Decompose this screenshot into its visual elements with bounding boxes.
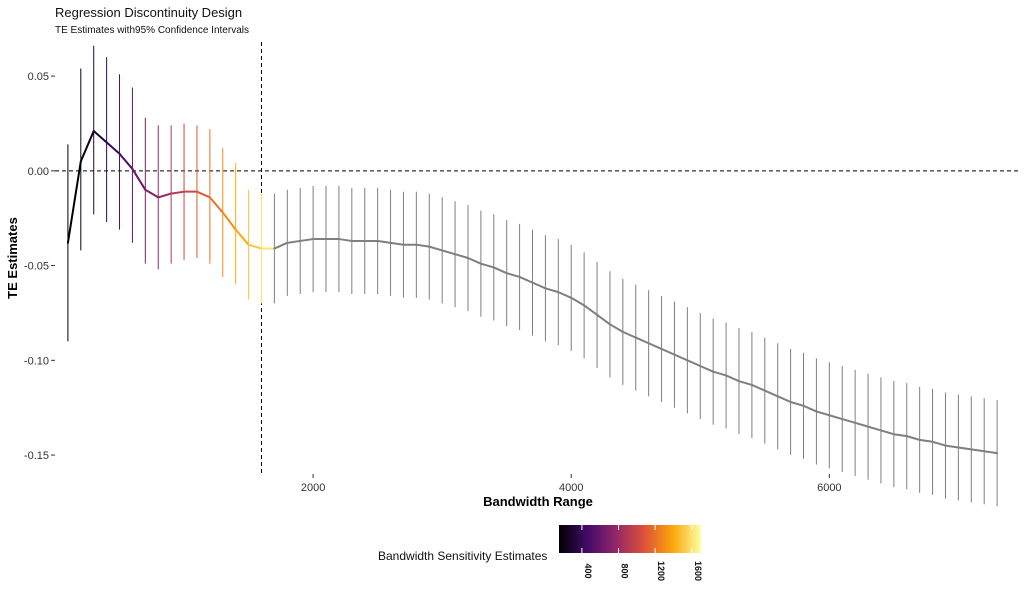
estimate-line-segment xyxy=(918,438,934,443)
estimate-line-segment xyxy=(828,414,844,421)
estimate-line-segment xyxy=(195,190,211,199)
estimate-line-segment xyxy=(286,239,302,244)
estimate-line-segment xyxy=(66,160,82,244)
estimate-line-segment xyxy=(905,435,921,441)
estimate-line-segment xyxy=(725,374,740,383)
chart-subtitle: TE Estimates with95% Confidence Interval… xyxy=(55,25,249,36)
estimate-line-segment xyxy=(221,211,237,231)
estimate-line-segment xyxy=(776,395,792,403)
estimate-line-segment xyxy=(92,130,108,144)
estimate-line-segment xyxy=(415,243,431,248)
estimate-line-segment xyxy=(544,287,560,294)
estimate-line-segment xyxy=(505,272,521,278)
estimate-line-segment xyxy=(79,130,95,163)
y-axis-label: TE Estimates xyxy=(5,217,20,299)
estimate-line-segment xyxy=(970,448,986,453)
estimate-line-segment xyxy=(441,249,457,256)
estimate-line-segment xyxy=(712,370,728,377)
estimate-line-segment xyxy=(428,245,444,252)
estimate-line-segment xyxy=(299,238,315,242)
estimate-line-segment xyxy=(621,330,637,339)
estimate-line-segment xyxy=(208,196,224,214)
estimate-line-segment xyxy=(131,167,147,191)
estimate-line-segment xyxy=(466,257,482,265)
estimate-line-segment xyxy=(789,401,805,407)
y-tick-label: -0.05 xyxy=(24,261,49,273)
estimate-line-segment xyxy=(105,141,121,155)
legend: 400 800 1200 1600 xyxy=(559,525,703,581)
axes: 0.05 0.00 -0.05 -0.10 -0.15 2000 4000 6000 Bandw… xyxy=(5,71,842,509)
estimate-line-segment xyxy=(596,313,611,326)
estimate-line-segment xyxy=(454,253,469,259)
x-tick-label: 6000 xyxy=(817,482,841,494)
estimate-line-segment xyxy=(699,365,715,373)
estimate-line-segment xyxy=(376,239,392,244)
estimate-line-segment xyxy=(647,342,663,350)
estimate-line-segment xyxy=(479,262,495,269)
x-tick-label: 4000 xyxy=(559,482,583,494)
colorbar-tick-label: 1200 xyxy=(656,561,666,581)
x-tick-label: 2000 xyxy=(301,482,325,494)
estimate-line-segment xyxy=(531,281,547,290)
estimate-line-segment xyxy=(944,444,960,449)
estimate-line-segment xyxy=(144,188,160,199)
estimate-line-segment xyxy=(750,383,766,392)
estimate-line-segment xyxy=(247,243,263,250)
colorbar-tick-label: 1600 xyxy=(693,561,703,581)
estimate-line-segment xyxy=(634,336,650,345)
y-tick-label: 0.05 xyxy=(28,71,49,83)
chart-title: Regression Discontinuity Design xyxy=(55,5,243,20)
y-tick-label: 0.00 xyxy=(28,166,49,178)
estimate-line-segment xyxy=(518,275,534,284)
estimate-line-segment xyxy=(557,291,573,299)
estimate-line-segment xyxy=(841,418,857,424)
y-tick-label: -0.10 xyxy=(24,355,49,367)
y-tick-label: -0.15 xyxy=(24,450,49,462)
estimate-line-segment xyxy=(892,433,908,438)
estimate-line-segment xyxy=(763,389,779,398)
plot-area xyxy=(55,42,1020,507)
colorbar-tick-label: 400 xyxy=(583,563,593,578)
x-axis-label: Bandwidth Range xyxy=(483,494,593,509)
estimate-line-segment xyxy=(389,241,405,246)
estimate-line-segment xyxy=(583,304,599,316)
estimate-line-segment xyxy=(879,429,895,436)
estimate-line-segment xyxy=(867,425,882,432)
estimate-line-segment xyxy=(570,296,586,307)
estimate-line-segment xyxy=(854,421,870,428)
estimate-line-segment xyxy=(234,228,250,246)
estimate-line-segment xyxy=(815,410,831,417)
estimate-line-segment xyxy=(737,380,753,386)
estimate-line-segment xyxy=(157,192,173,199)
colorbar xyxy=(559,525,701,553)
estimate-line-segment xyxy=(170,190,186,195)
estimate-line-segment xyxy=(273,241,289,250)
estimate-line-segment xyxy=(686,359,702,367)
estimate-line-segment xyxy=(957,446,973,451)
estimate-line-segment xyxy=(802,404,818,413)
legend-title: Bandwidth Sensitivity Estimates xyxy=(378,549,548,563)
estimate-line-segment xyxy=(492,266,508,275)
estimate-line-segment xyxy=(608,323,624,333)
estimate-line-segment xyxy=(931,440,947,447)
estimate-line-segment xyxy=(673,353,689,362)
estimate-line-segment xyxy=(118,152,134,170)
estimate-line-segment xyxy=(983,450,999,455)
colorbar-tick-label: 800 xyxy=(620,563,630,578)
estimate-line-segment xyxy=(337,238,353,242)
estimate-line-segment xyxy=(660,347,676,356)
